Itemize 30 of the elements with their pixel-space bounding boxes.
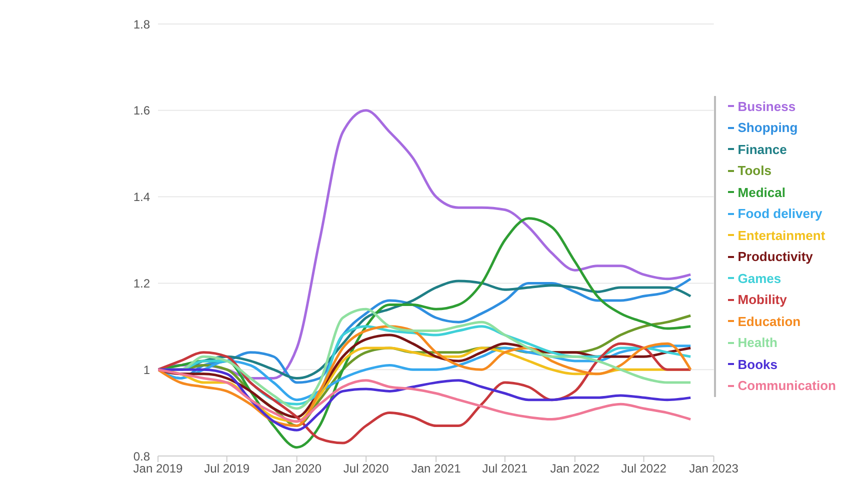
legend-label: Productivity — [738, 248, 813, 266]
legend-label: Games — [738, 270, 782, 288]
y-tick-label: 1.6 — [133, 104, 150, 118]
legend-label: Food delivery — [738, 205, 822, 223]
x-tick-label: Jul 2021 — [482, 462, 528, 476]
x-tick-label: Jul 2020 — [343, 462, 390, 476]
y-tick-label: 0.8 — [133, 449, 150, 464]
line-series — [158, 342, 692, 444]
legend-label: Business — [738, 98, 796, 116]
x-tick-label: Jul 2019 — [204, 462, 250, 476]
y-tick-label: 1.4 — [133, 190, 150, 204]
legend-label: Shopping — [738, 119, 798, 137]
legend-label: Finance — [738, 140, 787, 158]
legend-label: Tools — [738, 162, 772, 180]
legend-label: Education — [738, 312, 801, 330]
y-tick-label: 1 — [143, 362, 150, 377]
x-tick-label: Jul 2022 — [621, 462, 667, 476]
x-tick-label: Jan 2023 — [689, 462, 739, 476]
x-tick-label: Jan 2022 — [550, 462, 600, 476]
x-tick-label: Jan 2019 — [133, 462, 184, 476]
y-tick-label: 1.2 — [133, 276, 150, 290]
legend-label: Mobility — [738, 291, 787, 309]
y-tick-label: 1.8 — [133, 17, 150, 32]
legend-label: Health — [738, 334, 778, 352]
x-tick-label: Jan 2021 — [411, 462, 462, 476]
legend-label: Communication — [738, 377, 836, 395]
legend-label: Medical — [738, 184, 786, 202]
x-tick-label: Jan 2020 — [272, 462, 322, 476]
legend-label: Entertainment — [738, 226, 826, 244]
legend-label: Books — [738, 356, 778, 374]
